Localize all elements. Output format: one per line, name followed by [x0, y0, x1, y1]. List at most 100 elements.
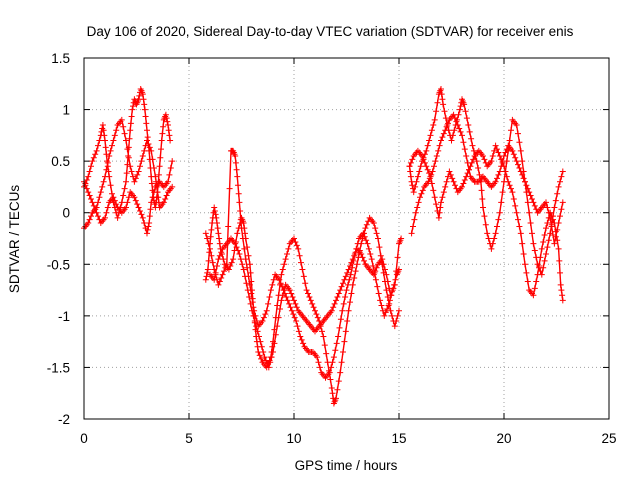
data-point — [286, 287, 293, 294]
data-point — [508, 127, 514, 134]
data-point — [290, 311, 297, 318]
data-point — [390, 285, 397, 292]
data-point — [232, 159, 239, 166]
data-point — [123, 137, 129, 144]
data-point — [469, 142, 476, 149]
data-point — [349, 256, 356, 263]
data-point — [265, 300, 272, 307]
data-point — [512, 154, 519, 161]
data-point — [331, 300, 338, 307]
data-point — [155, 171, 162, 178]
data-point — [394, 312, 401, 319]
data-point — [533, 278, 540, 285]
data-point — [103, 209, 110, 216]
data-point — [389, 312, 395, 319]
data-point — [427, 132, 434, 139]
data-point — [333, 297, 339, 304]
data-point — [109, 190, 115, 197]
data-point — [296, 252, 303, 259]
data-point — [335, 378, 342, 385]
data-point — [298, 259, 304, 266]
data-point — [496, 168, 503, 175]
data-point — [343, 287, 350, 294]
data-point — [237, 256, 244, 263]
data-point — [95, 199, 101, 206]
data-point — [162, 111, 169, 118]
data-point — [218, 275, 225, 282]
data-point — [328, 385, 335, 392]
data-point — [166, 171, 173, 178]
data-point — [531, 202, 538, 209]
data-point — [216, 278, 223, 285]
data-point — [208, 252, 215, 259]
data-point — [506, 137, 513, 144]
data-point — [258, 355, 265, 362]
data-point — [445, 120, 451, 127]
data-point — [454, 122, 461, 129]
y-tick-label: 1 — [62, 103, 70, 118]
data-point — [239, 235, 246, 242]
data-point — [459, 132, 465, 139]
data-point — [412, 209, 419, 216]
data-point — [338, 283, 345, 290]
data-point — [249, 307, 255, 314]
data-point — [104, 204, 111, 211]
data-point — [270, 348, 276, 355]
x-tick-label: 20 — [496, 431, 511, 446]
data-point — [145, 140, 152, 147]
data-point — [300, 340, 307, 347]
data-point — [503, 173, 510, 180]
data-point — [430, 187, 437, 194]
data-point — [456, 125, 463, 132]
data-point — [439, 194, 446, 201]
data-point — [559, 297, 566, 304]
data-point — [537, 254, 544, 261]
data-point — [163, 115, 170, 122]
data-point — [147, 206, 154, 213]
data-point — [204, 235, 211, 242]
data-point — [128, 113, 135, 120]
data-point — [225, 223, 232, 230]
data-point — [377, 297, 384, 304]
data-point — [212, 211, 219, 218]
data-point — [519, 171, 526, 178]
data-point — [102, 214, 108, 221]
data-point — [169, 183, 176, 190]
data-point — [530, 240, 537, 247]
data-point — [377, 252, 384, 259]
data-point — [244, 287, 251, 294]
series-trace-4 — [202, 204, 402, 407]
data-point — [99, 183, 106, 190]
data-point — [236, 250, 243, 257]
data-point — [498, 163, 505, 170]
data-point — [216, 252, 223, 259]
data-point — [375, 290, 382, 297]
data-point — [305, 290, 311, 297]
data-point — [351, 275, 358, 282]
data-point — [348, 290, 355, 297]
data-point — [123, 178, 129, 185]
data-point — [333, 395, 339, 402]
data-point — [364, 240, 371, 247]
data-point — [312, 307, 318, 314]
data-point — [275, 314, 282, 321]
data-point — [555, 183, 562, 190]
data-point — [506, 182, 513, 189]
data-point — [111, 197, 118, 204]
data-point — [323, 350, 330, 357]
data-point — [118, 116, 125, 123]
data-point — [288, 307, 295, 314]
data-point — [449, 132, 456, 139]
data-point — [484, 230, 491, 237]
data-point — [245, 252, 252, 259]
data-point — [267, 359, 274, 366]
data-point — [113, 127, 120, 134]
data-point — [86, 192, 93, 199]
data-point — [460, 139, 467, 146]
data-point — [235, 182, 241, 189]
data-point — [233, 244, 240, 251]
data-point — [134, 171, 141, 178]
data-point — [140, 96, 147, 103]
data-point — [86, 168, 93, 175]
x-tick-label: 5 — [185, 431, 193, 446]
